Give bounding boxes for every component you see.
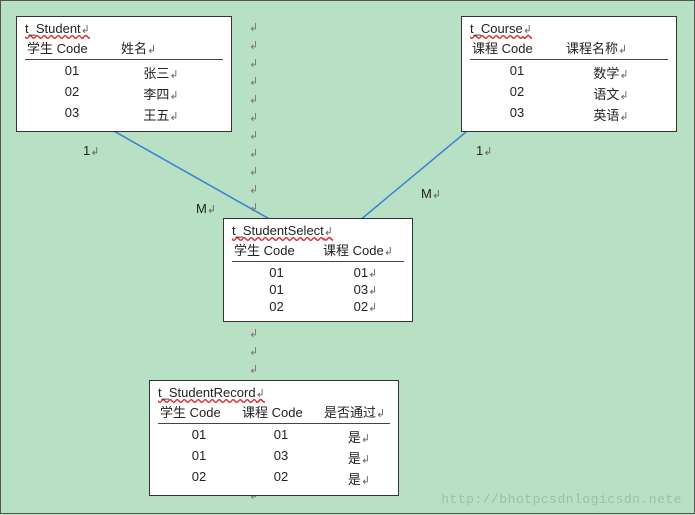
col-header: 姓名↲ — [119, 38, 203, 57]
arrow-right — [359, 117, 484, 221]
table-student-select: t_StudentSelect↲ 学生 Code 课程 Code↲ 0101↲ … — [223, 218, 413, 322]
cardinality-m-left: M↲ — [196, 201, 216, 216]
col-header: 课程 Code — [240, 402, 322, 421]
col-header: 课程 Code — [470, 38, 564, 57]
col-header: 课程 Code↲ — [321, 240, 410, 259]
table-title: t_StudentSelect↲ — [232, 223, 404, 238]
table-row: 0103是↲ — [158, 447, 390, 468]
table-row: 0202是↲ — [158, 468, 390, 489]
watermark: http://bhotpcsdnlogicsdn.nete — [441, 492, 682, 507]
table-title: t_StudentRecord↲ — [158, 385, 390, 400]
cardinality-m-right: M↲ — [421, 186, 441, 201]
table-row: 02语文↲ — [470, 83, 668, 104]
table-row: 03王五↲ — [25, 104, 223, 125]
cardinality-one-right: 1↲ — [476, 143, 492, 158]
table-row: 0202↲ — [232, 298, 404, 315]
table-row: 0103↲ — [232, 281, 404, 298]
table-row: 03英语↲ — [470, 104, 668, 125]
table-row: 02李四↲ — [25, 83, 223, 104]
arrow-left — [89, 117, 273, 221]
table-course: t_Course↲ 课程 Code 课程名称↲ 01数学↲ 02语文↲ 03英语… — [461, 16, 677, 132]
table-row: 0101↲ — [232, 264, 404, 281]
col-header: 学生 Code — [25, 38, 119, 57]
col-header: 课程名称↲ — [564, 38, 658, 57]
table-student: t_Student↲ 学生 Code 姓名↲ 01张三↲ 02李四↲ 03王五↲ — [16, 16, 232, 132]
col-header: 学生 Code — [232, 240, 321, 259]
col-header: 是否通过↲ — [322, 402, 396, 421]
table-title: t_Student↲ — [25, 21, 223, 36]
table-row: 01张三↲ — [25, 62, 223, 83]
table-student-record: t_StudentRecord↲ 学生 Code 课程 Code 是否通过↲ 0… — [149, 380, 399, 496]
table-row: 01数学↲ — [470, 62, 668, 83]
table-title: t_Course↲ — [470, 21, 668, 36]
col-header: 学生 Code — [158, 402, 240, 421]
table-row: 0101是↲ — [158, 426, 390, 447]
cardinality-one-left: 1↲ — [83, 143, 99, 158]
